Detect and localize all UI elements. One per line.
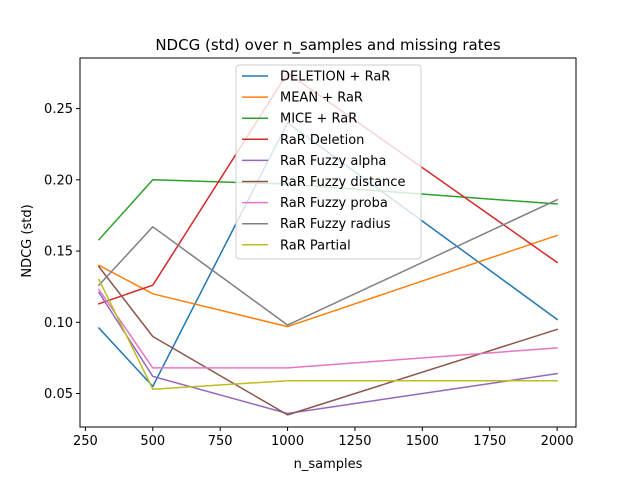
y-tick-label: 0.10 (44, 316, 73, 331)
series-line-8 (97, 278, 558, 390)
legend-label: RaR Fuzzy radius (280, 217, 391, 232)
legend-label: MEAN + RaR (280, 91, 363, 106)
legend-label: RaR Deletion (280, 133, 364, 148)
y-tick-label: 0.20 (44, 173, 73, 188)
series-line-5 (97, 265, 559, 416)
x-tick-label: 1500 (406, 434, 439, 449)
chart-title: NDCG (std) over n_samples and missing ra… (155, 36, 501, 55)
series-layer (97, 72, 559, 416)
legend-label: RaR Fuzzy proba (280, 196, 388, 211)
x-axis-ticks: 250 500 750 1000 1250 1500 1750 2000 (73, 427, 574, 449)
series-line-6 (97, 288, 558, 369)
legend-label: DELETION + RaR (280, 70, 390, 85)
legend-label: MICE + RaR (280, 112, 357, 127)
x-tick-label: 2000 (541, 434, 574, 449)
series-line-3 (97, 72, 559, 305)
y-axis-label: NDCG (std) (20, 204, 35, 277)
axes-frame (79, 57, 577, 428)
x-tick-label: 1250 (338, 434, 371, 449)
y-axis-ticks: 0.05 0.10 0.15 0.20 0.25 (44, 102, 80, 402)
legend-items: DELETION + RaR MEAN + RaR MICE + RaR RaR De… (242, 70, 405, 253)
legend-label: RaR Partial (280, 238, 351, 253)
legend-box (235, 64, 422, 260)
legend-label: RaR Fuzzy alpha (280, 154, 386, 169)
series-line-1 (97, 234, 559, 328)
series-line-7 (97, 198, 559, 326)
y-tick-label: 0.25 (44, 102, 73, 117)
x-tick-label: 250 (73, 434, 98, 449)
y-tick-label: 0.05 (44, 387, 73, 402)
x-tick-label: 1750 (473, 434, 506, 449)
y-tick-label: 0.15 (44, 245, 73, 260)
legend: DELETION + RaR MEAN + RaR MICE + RaR RaR De… (235, 64, 422, 260)
series-line-2 (97, 179, 558, 241)
x-tick-label: 500 (140, 434, 165, 449)
legend-label: RaR Fuzzy distance (280, 175, 405, 190)
x-tick-label: 1000 (271, 434, 304, 449)
x-tick-label: 750 (208, 434, 233, 449)
series-line-0 (97, 122, 559, 388)
x-axis-label: n_samples (294, 457, 363, 472)
